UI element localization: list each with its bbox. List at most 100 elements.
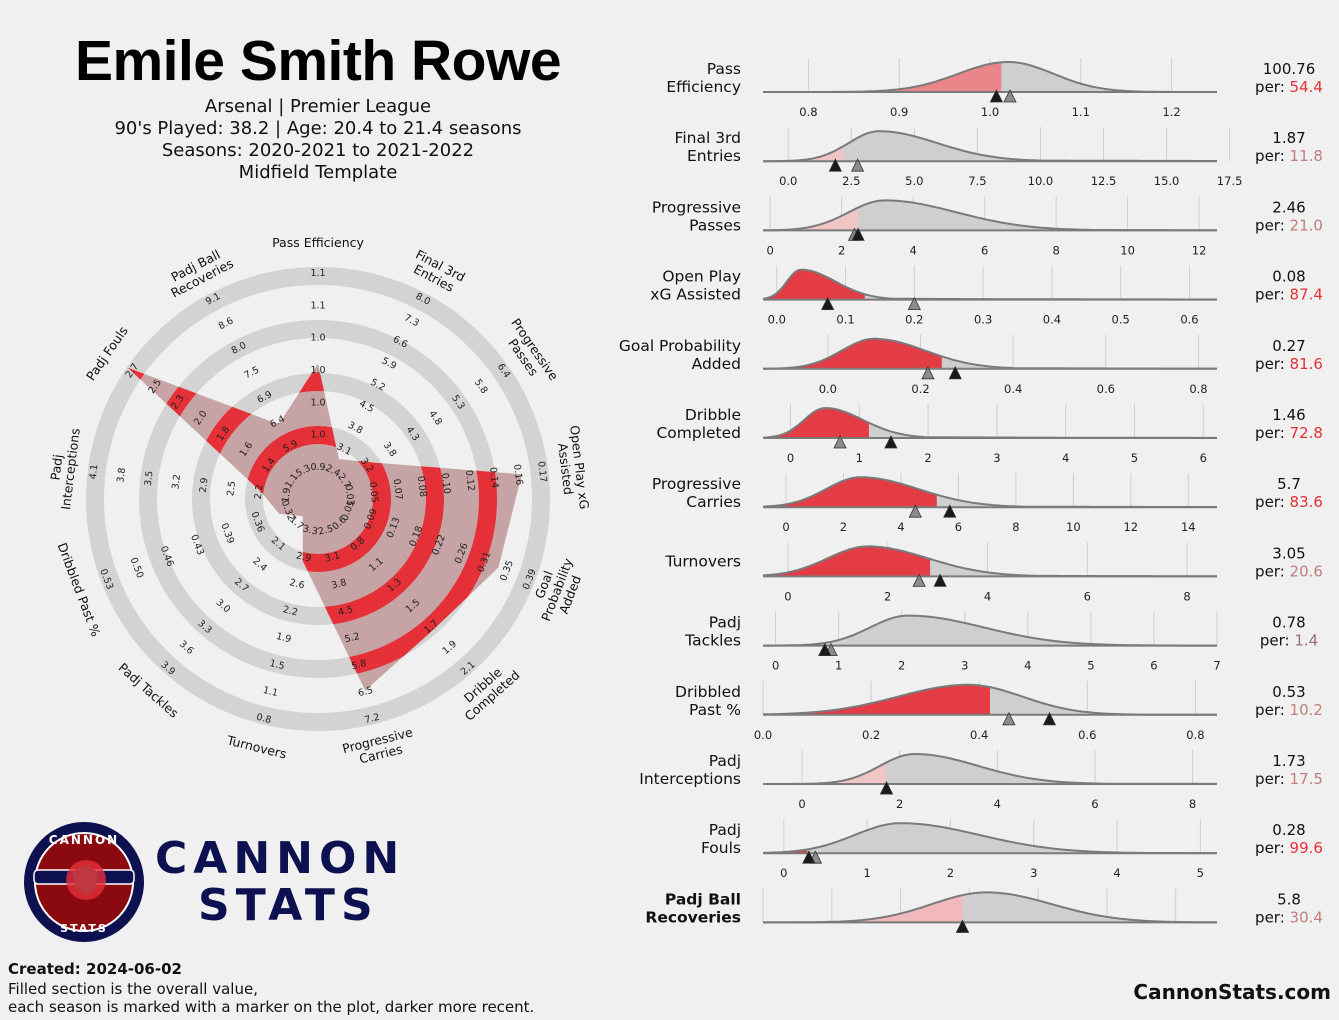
recent-season-marker [989, 89, 1004, 103]
older-season-marker [850, 158, 865, 172]
ridge-tick-label: 7 [1213, 659, 1220, 673]
ridge-tick-label: 0.0 [768, 313, 786, 327]
radar-value-area [127, 363, 522, 691]
ridge-row-percentile: per: 30.4 [1255, 908, 1323, 926]
ridge-row-label: Final 3rd [675, 129, 741, 147]
radar-tick-label: 1.0 [310, 430, 325, 441]
ridge-row-label: Completed [656, 424, 741, 442]
ridge-row-label: Pass [707, 60, 741, 78]
ridge-row: 0.0 0.2 0.4 0.6 0.8 Goal ProbabilityAdded 0.27… [619, 334, 1323, 396]
radar-tick-label: 0.17 [535, 461, 548, 483]
radar-tick-label: 4.8 [426, 409, 444, 428]
ridge-tick-label: 1 [835, 659, 842, 673]
ridge-tick-label: 1 [863, 866, 870, 880]
ridge-tick-label: 0.2 [911, 382, 929, 396]
ridge-tick-label: 0.6 [1180, 313, 1198, 327]
ridge-row-label: Entries [687, 147, 741, 165]
badge-top-text: CANNON [49, 833, 119, 847]
played-age-subtitle: 90's Played: 38.2 | Age: 20.4 to 21.4 se… [114, 118, 522, 139]
ridge-row-label: Tackles [684, 632, 741, 650]
radar-tick-label: 0.14 [487, 467, 500, 489]
radar-tick-label: 0.8 [255, 712, 272, 726]
ridge-tick-label: 2 [840, 520, 847, 534]
ridge-tick-label: 1.0 [981, 105, 999, 119]
ridge-row-percentile: per: 11.8 [1255, 147, 1323, 165]
ridge-tick-label: 4 [1113, 866, 1120, 880]
ridge-tick-label: 1.1 [1072, 105, 1090, 119]
ridge-tick-label: 0.9 [890, 105, 908, 119]
ridge-row-value: 0.27 [1272, 337, 1305, 355]
radar-tick-label: 7.5 [243, 365, 261, 382]
radar-tick-label: 3.6 [177, 639, 196, 657]
ridge-row-percentile: per: 99.6 [1255, 839, 1323, 857]
radar-tick-label: 5.9 [380, 355, 398, 372]
ridge-filled-section [763, 338, 942, 369]
recent-season-marker [851, 227, 865, 241]
radar-tick-label: 3.2 [170, 474, 183, 490]
ridge-tick-label: 0.0 [779, 174, 797, 188]
recent-season-marker [828, 158, 843, 172]
radar-axis-label: Turnovers [225, 732, 289, 761]
ridge-tick-label: 0.8 [1186, 728, 1204, 742]
ridge-row-label: Recoveries [645, 908, 741, 926]
created-date: Created: 2024-06-02 [8, 960, 182, 978]
radar-tick-label: 0.08 [415, 475, 428, 497]
recent-season-marker [879, 781, 894, 795]
radar-tick-label: 0.10 [439, 472, 452, 494]
recent-season-marker [821, 296, 835, 310]
ridge-tick-label: 10 [1120, 243, 1135, 257]
ridge-tick-label: 6 [1200, 451, 1207, 465]
brand-word-cannon: CANNON [155, 833, 406, 884]
ridge-row-value: 0.53 [1272, 683, 1305, 701]
ridge-row-label: Efficiency [666, 78, 741, 96]
ridge-tick-label: 10.0 [1028, 174, 1054, 188]
ridge-filled-section [763, 762, 887, 784]
cannon-stats-badge-logo: CANNON STATS [24, 822, 144, 942]
radar-tick-label: 0.39 [218, 522, 236, 546]
radar-tick-label: 1.0 [310, 397, 325, 408]
ridge-row-label: Padj [709, 614, 741, 632]
older-season-marker [912, 573, 926, 587]
radar-tick-label: 2.2 [253, 484, 266, 500]
site-link[interactable]: CannonStats.com [1133, 980, 1331, 1004]
ridge-tick-label: 6 [1084, 589, 1091, 603]
radar-tick-label: 7.2 [364, 712, 381, 726]
ridge-tick-label: 12 [1123, 520, 1138, 534]
radar-tick-label: 2.6 [288, 577, 305, 591]
ridge-tick-label: 12 [1192, 243, 1207, 257]
ridge-tick-label: 0.6 [1078, 728, 1096, 742]
radar-tick-label: 1.1 [262, 685, 279, 699]
ridge-tick-label: 0 [766, 243, 773, 257]
ridge-tick-label: 3 [993, 451, 1000, 465]
radar-tick-label: 1.0 [310, 333, 325, 344]
ridge-row-percentile: per: 17.5 [1255, 770, 1323, 788]
ridge-filled-section [763, 146, 844, 162]
radar-tick-label: 1.1 [310, 268, 325, 279]
older-season-marker [833, 435, 847, 449]
radar-axis-label: Open Play xGAssisted [553, 424, 592, 511]
ridge-row-value: 5.7 [1277, 475, 1301, 493]
recent-season-marker [884, 435, 898, 449]
ridge-row-label: Turnovers [664, 552, 741, 570]
ridge-filled-section [763, 684, 990, 715]
ridge-row-label: Fouls [701, 839, 741, 857]
ridge-row-label: Dribbled [675, 683, 741, 701]
ridge-row-value: 0.78 [1272, 614, 1305, 632]
radar-tick-label: 5.2 [344, 631, 361, 645]
ridge-row-percentile: per: 72.8 [1255, 424, 1323, 442]
ridge-row-label: Progressive [652, 198, 741, 216]
radar-tick-label: 0.07 [391, 478, 404, 500]
ridge-tick-label: 3 [961, 659, 968, 673]
ridge-density-area [763, 131, 1217, 162]
ridge-tick-label: 12.5 [1091, 174, 1117, 188]
ridge-tick-label: 0.0 [819, 382, 837, 396]
ridge-density-area [763, 200, 1217, 231]
ridge-tick-label: 7.5 [968, 174, 986, 188]
ridge-tick-label: 4 [1062, 451, 1069, 465]
